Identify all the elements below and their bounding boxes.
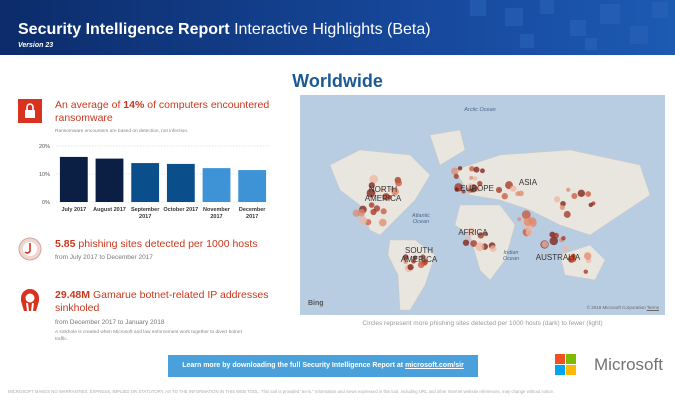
map: Arctic Ocean NORTH AMERICA EUROPE ASIA A… [300,95,665,315]
bar [60,157,88,202]
bar [131,163,159,202]
map-label: AFRICA [448,228,498,237]
bing-attribution: Bing [308,300,324,307]
map-dot [563,246,569,252]
stat-value: 14% [123,99,144,111]
x-tick-label: July 2017 [55,207,93,214]
chart: 0% 10% 20% [20,138,280,208]
x-tick-label: August 2017 [91,207,129,214]
microsoft-logo-squares [555,354,577,376]
bar [238,170,266,202]
map-dot [541,241,548,248]
map-dot [407,264,413,270]
bar [96,159,124,202]
map-dot [369,175,378,184]
ransomware-stat: An average of 14% of computers encounter… [55,99,275,125]
map-dot [463,240,469,246]
disclaimer: MICROSOFT MAKES NO WARRANTIES, EXPRESS, … [8,389,673,394]
heading: Worldwide [0,71,675,92]
map-dot [374,205,380,211]
x-tick-label: October 2017 [162,207,200,214]
map-dot [517,217,521,221]
map-dot [553,233,559,239]
map-label: SOUTH AMERICA [394,246,444,264]
map-dot [524,218,532,226]
map-dot [473,176,477,180]
map-dot [560,205,565,210]
map-dot [502,193,508,199]
map-label: Atlantic Ocean [406,213,436,225]
map-dot [458,166,462,170]
title-bold: Security Intelligence Report [18,21,230,38]
map-dot [554,196,560,202]
map-dot [585,191,591,197]
version: Version 23 [18,42,53,49]
map-canvas [300,95,665,315]
map-dot [480,168,485,173]
x-tick-label: November 2017 [198,207,236,221]
botnet-period: from December 2017 to January 2018 [55,319,164,326]
cta-link[interactable]: microsoft.com/sir [405,362,464,369]
bar [203,168,231,202]
x-tick-label: September 2017 [126,207,164,221]
map-dot [561,236,565,240]
map-dot [584,269,588,273]
map-dot [379,219,387,227]
map-label: Indian Ocean [496,250,526,262]
map-label: EUROPE [452,184,502,193]
x-tick-label: December 2017 [233,207,271,221]
botnet-note: A sinkhole is created when Microsoft and… [55,329,255,343]
map-dot [515,191,520,196]
map-dot [564,211,571,218]
microsoft-logo-text: Microsoft [594,355,663,375]
map-dot [473,167,479,173]
botnet-stat: 29.48M Gamarue botnet-related IP address… [55,289,275,315]
title: Security Intelligence Report Interactive… [18,21,431,39]
map-dot [454,174,459,179]
map-dot [475,242,484,251]
copyright: © 2018 Microsoft Corporation [587,305,646,310]
cta-button[interactable]: Learn more by downloading the full Secur… [168,355,478,377]
map-label: NORTH AMERICA [358,185,408,203]
phishing-icon [18,237,42,261]
map-dot [589,203,593,207]
stat-value: 29.48M [55,289,90,301]
map-dot [359,216,367,224]
title-rest: Interactive Highlights (Beta) [234,21,431,38]
map-caption: Circles represent more phishing sites de… [300,320,665,327]
map-label: Arctic Ocean [460,107,500,113]
map-dot [358,209,365,216]
phishing-period: from July 2017 to December 2017 [55,254,153,261]
map-dot [571,193,577,199]
stat-value: 5.85 [55,238,75,250]
y-tick-label: 20% [39,144,50,150]
bar [167,164,195,202]
text: phishing sites detected per 1000 hosts [75,238,257,250]
cta-text: Learn more by downloading the full Secur… [182,362,405,369]
map-dot [578,190,585,197]
text: An average of [55,99,123,111]
map-copyright: © 2018 Microsoft Corporation Terms [587,305,659,310]
map-dot [566,188,570,192]
y-tick-label: 10% [39,172,50,178]
map-dot [451,168,459,176]
map-dot [526,229,533,236]
ransomware-icon [18,99,42,123]
map-label: AUSTRALIA [528,253,588,262]
map-dot [369,202,375,208]
map-dot [522,210,531,219]
ransomware-note: Ransomware encounters are based on detec… [55,128,188,135]
phishing-stat: 5.85 phishing sites detected per 1000 ho… [55,238,295,251]
map-dot [469,176,473,180]
map-label: ASIA [508,178,548,187]
terms-link[interactable]: Terms [647,305,659,310]
map-dot [381,208,387,214]
y-tick-label: 0% [42,200,50,206]
botnet-icon [18,287,42,313]
